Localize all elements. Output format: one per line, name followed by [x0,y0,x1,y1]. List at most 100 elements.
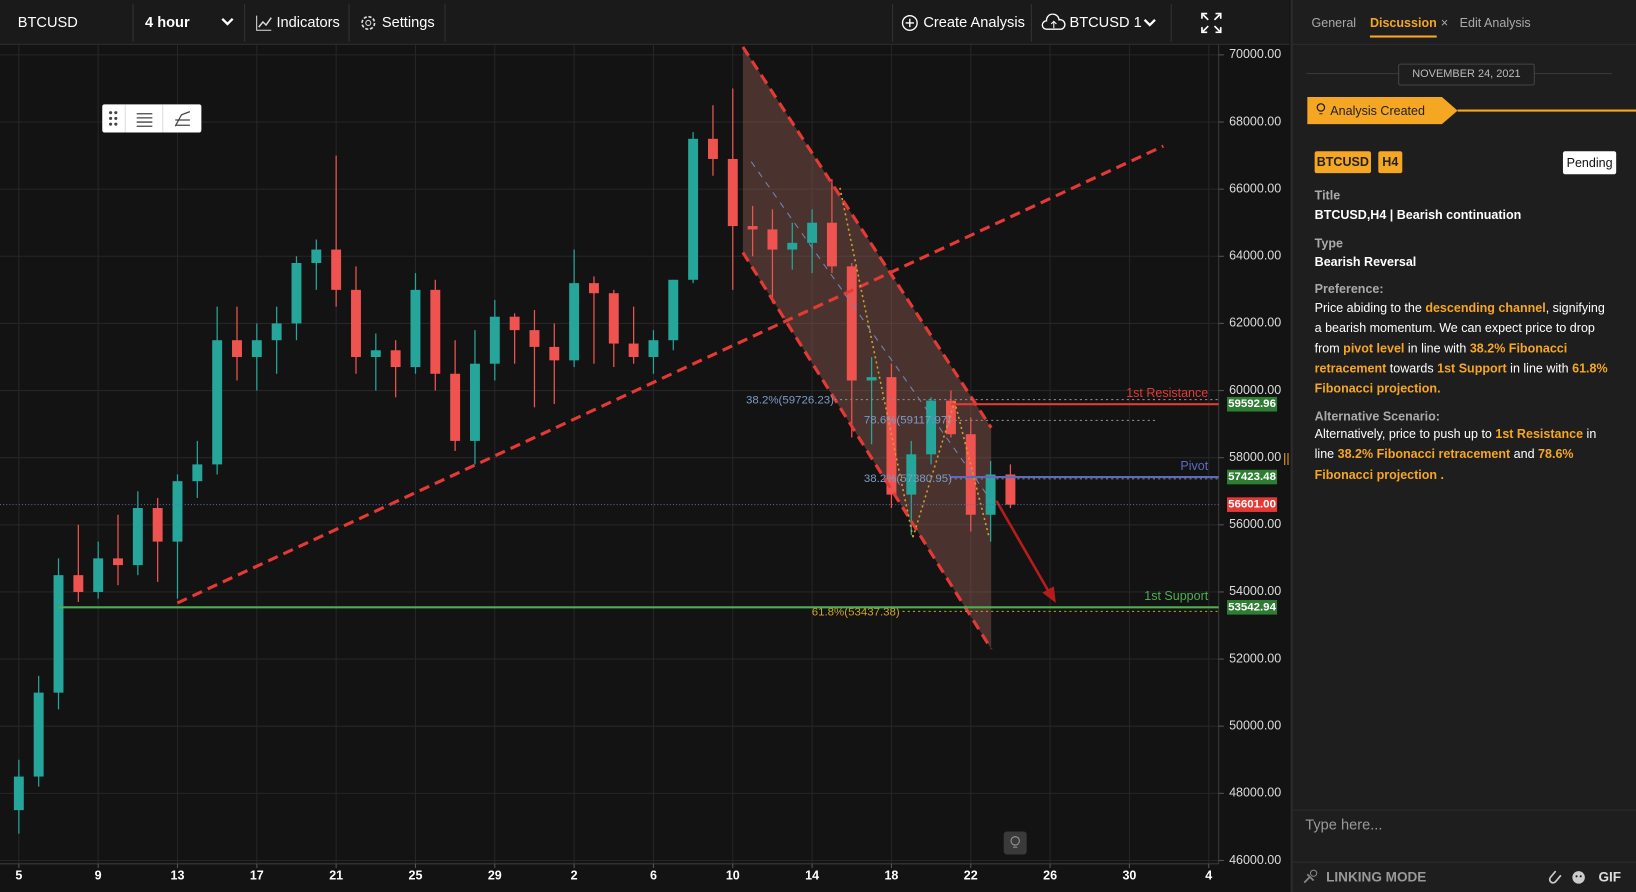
candle-body [688,138,699,280]
timeframe-tag: H4 [1378,151,1403,174]
candle-body [271,323,282,341]
highlight-text: pivot level [1343,340,1405,356]
interval[interactable]: 4 hour [145,13,190,31]
separator [444,4,446,42]
x-tick-label: 6 [650,869,657,883]
candle-body [430,289,441,374]
price-tag [1227,599,1278,615]
candle-body [351,289,361,357]
candle-body [826,222,837,267]
separator [1030,4,1032,42]
fib-tool[interactable] [174,111,191,127]
y-tick-label: 46000.00 [1229,853,1281,867]
candle-body [450,373,461,441]
candle-body [232,340,242,357]
candle-body [589,283,599,294]
y-tick-label: 54000.00 [1229,584,1281,598]
candle-body [549,346,560,361]
alternative-text: Alternatively, price to push up to 1st R… [1315,425,1612,485]
tab[interactable]: Discussion [1369,15,1437,38]
drag-handle[interactable] [109,111,118,126]
x-tick-label: 29 [488,869,502,883]
price-tag [1227,497,1278,512]
layout-name[interactable]: BTCUSD 1 [1069,13,1142,31]
highlight-text: descending channel [1425,300,1546,316]
banner-arrow [1307,97,1458,125]
candle-body [370,350,381,357]
projection-arrow [995,500,1053,598]
divider [1292,43,1636,45]
trend-line [176,144,1165,605]
candle-body [13,776,24,811]
fullscreen-button[interactable] [1201,12,1222,34]
settings-icon [361,15,376,31]
chevron[interactable] [1142,18,1157,28]
x-tick-label: 10 [726,869,740,883]
highlight-text: 61.8% Fibonacci projection. [1314,360,1608,396]
tab[interactable]: Edit Analysis [1459,15,1531,31]
hint-button[interactable] [1003,831,1027,855]
separator [244,4,246,42]
candle-body [509,316,520,331]
candle-body [906,454,917,495]
drawing-tools [102,104,202,133]
indicators-button[interactable]: Indicators [276,13,340,31]
chevron[interactable] [220,17,235,27]
tab[interactable]: General [1311,15,1357,31]
highlight-text: 78.6% Fibonacci projection . [1314,446,1574,482]
price-tag [1227,469,1278,485]
separator [1170,4,1172,42]
y-tick-label: 50000.00 [1229,719,1281,733]
highlight-text: 38.2% Fibonacci retracement [1314,340,1568,376]
body-text: Price abiding to the [1314,300,1426,316]
field-value: Bearish Reversal [1314,254,1417,270]
chart-bg [0,0,1291,892]
settings-button[interactable]: Settings [381,13,435,31]
body-text: , signifying a bearish momentum. We can … [1314,300,1605,356]
create-analysis[interactable]: Create Analysis [923,13,1025,31]
x-tick-label: 14 [805,869,819,883]
lines-tool[interactable] [136,113,153,127]
y-tick-label: 58000.00 [1229,450,1281,464]
body-text: towards [1386,360,1438,376]
y-tick-label: 62000.00 [1229,316,1281,330]
x-tick-label: 21 [329,869,343,883]
tab-close[interactable]: × [1440,15,1449,31]
message-input[interactable]: Type here... [1305,815,1383,833]
candle-body [529,330,540,347]
candle-body [192,464,203,482]
candle-body [945,400,956,435]
fib-leg [839,187,914,538]
candle-body [53,575,64,693]
candle-body [489,316,500,364]
candle-body [608,293,619,344]
candle-body [113,558,123,566]
attach-emoji-icons[interactable] [1547,868,1589,887]
cloud-icon [1041,13,1066,30]
level-name: Pivot [1180,459,1208,473]
body-text: and [1510,446,1539,462]
divider [1292,809,1636,811]
price-tag-label: 56601.00 [1228,499,1276,511]
candle-body [787,242,798,250]
candle-body [33,692,44,777]
candles [13,88,1016,834]
resize-handle[interactable]: || [1283,451,1290,465]
highlight-text: 38.2% Fibonacci retracement [1337,446,1511,462]
fib-leg [953,401,990,538]
separator [348,4,350,42]
symbol[interactable]: BTCUSD [17,13,78,31]
drawings: 38.2%(59726.23) 78.6%(59117.97) 38.2%(57… [0,43,1290,883]
drawings-under [742,46,992,649]
candle-body [93,558,104,592]
linking-mode[interactable]: LINKING MODE [1326,869,1427,885]
gif-button[interactable]: GIF [1598,869,1622,885]
fib-label: 61.8%(53437.38) [812,606,900,618]
candle-body [668,279,679,341]
plus-icon [901,14,918,31]
candle-body [1005,474,1016,505]
candle-body [846,266,857,381]
x-tick-label: 13 [171,869,185,883]
y-tick-label: 68000.00 [1229,114,1281,128]
